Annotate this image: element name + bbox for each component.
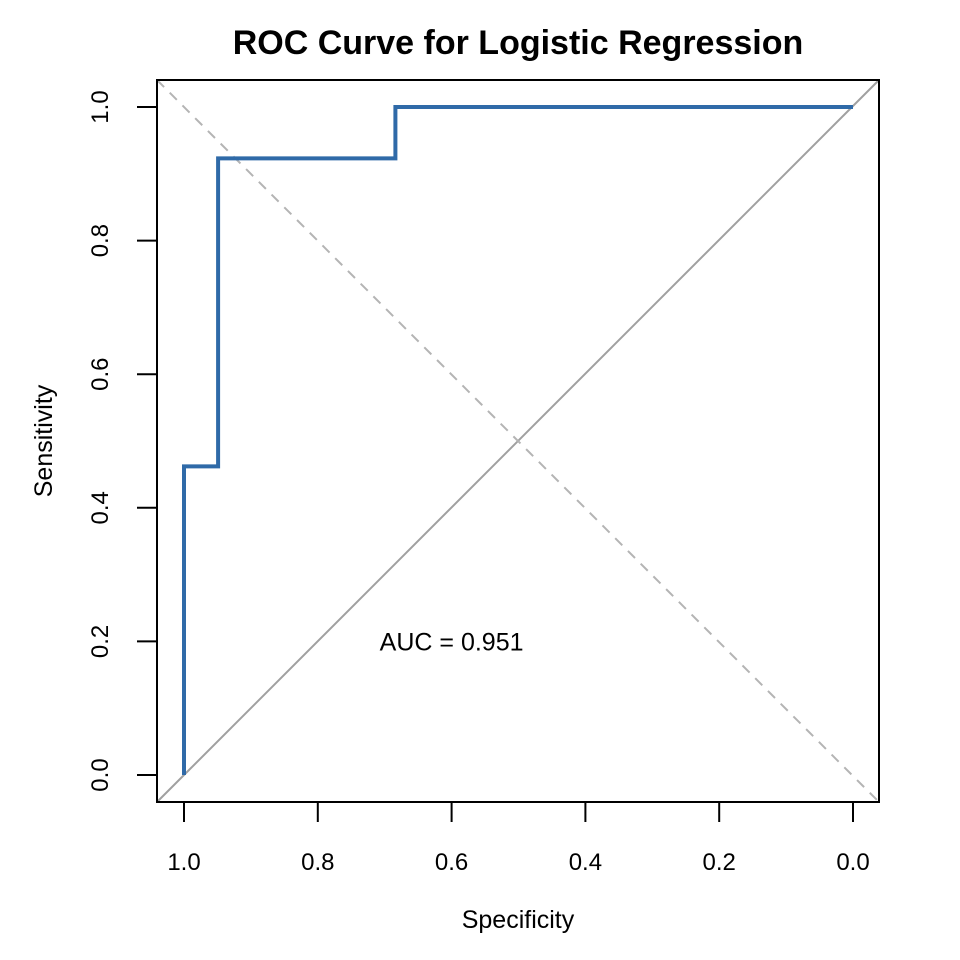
x-tick-label: 0.4 <box>569 849 602 876</box>
x-axis-label: Specificity <box>462 906 575 934</box>
x-tick-label: 1.0 <box>167 849 200 876</box>
x-tick-label: 0.8 <box>301 849 334 876</box>
y-tick-label: 0.0 <box>87 758 114 791</box>
x-tick-label: 0.0 <box>836 849 869 876</box>
roc-curve-line <box>182 105 853 775</box>
y-tick-label: 0.4 <box>87 491 114 524</box>
y-tick-label: 0.2 <box>87 625 114 658</box>
chart-title: ROC Curve for Logistic Regression <box>233 24 804 62</box>
x-tick-label: 0.2 <box>703 849 736 876</box>
x-tick-label: 0.6 <box>435 849 468 876</box>
y-axis-label: Sensitivity <box>30 384 58 497</box>
auc-annotation: AUC = 0.951 <box>380 628 524 656</box>
y-tick-label: 0.8 <box>87 224 114 257</box>
y-tick-label: 0.6 <box>87 358 114 391</box>
y-tick-label: 1.0 <box>87 90 114 123</box>
dashed-diagonal-line <box>156 79 880 803</box>
